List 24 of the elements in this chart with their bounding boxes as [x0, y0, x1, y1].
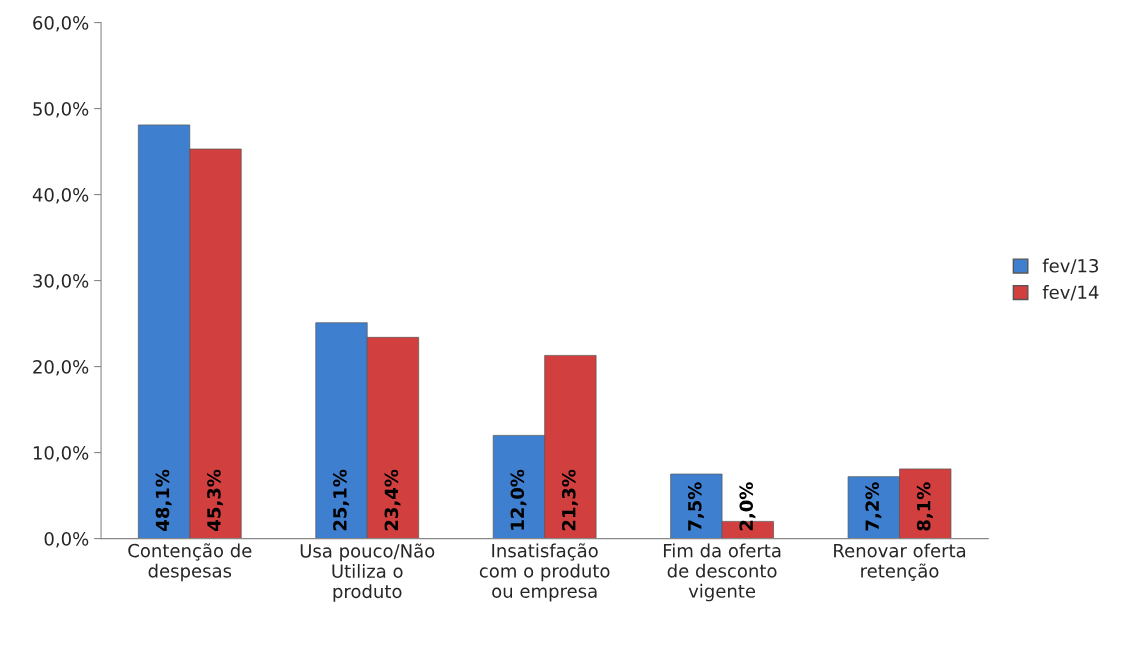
y-tick-label: 20,0%	[33, 360, 89, 376]
data-label: 21,3%	[561, 469, 578, 531]
data-label: 48,1%	[155, 469, 172, 531]
y-tick-label: 60,0%	[33, 16, 89, 32]
y-tick-label: 40,0%	[32, 188, 89, 204]
data-label: 12,0%	[510, 469, 527, 530]
y-tick-label: 0,0%	[44, 532, 89, 548]
legend-label: fev/13	[1042, 258, 1099, 274]
data-label: 45,3%	[207, 469, 224, 531]
legend-label: fev/14	[1042, 285, 1099, 301]
data-label: 2,0%	[739, 482, 756, 531]
x-tick-label: Renovar oferta retenção	[834, 543, 966, 581]
data-label: 8,1%	[916, 482, 933, 531]
x-tick-label: Usa pouco/Não Utiliza o produto	[300, 543, 435, 602]
x-tick-label: Fim da oferta de desconto vigente	[663, 543, 781, 602]
data-label: 7,5%	[687, 482, 704, 531]
y-tick-label: 50,0%	[33, 102, 89, 118]
x-tick-label: Contenção de despesas	[128, 543, 252, 582]
data-label: 7,2%	[865, 482, 882, 531]
y-tick-label: 10,0%	[33, 446, 89, 462]
data-label: 23,4%	[384, 469, 401, 531]
x-tick-label: Insatisfação com o produto ou empresa	[479, 543, 610, 602]
y-tick-label: 30,0%	[33, 274, 89, 290]
data-label: 25,1%	[333, 469, 350, 531]
